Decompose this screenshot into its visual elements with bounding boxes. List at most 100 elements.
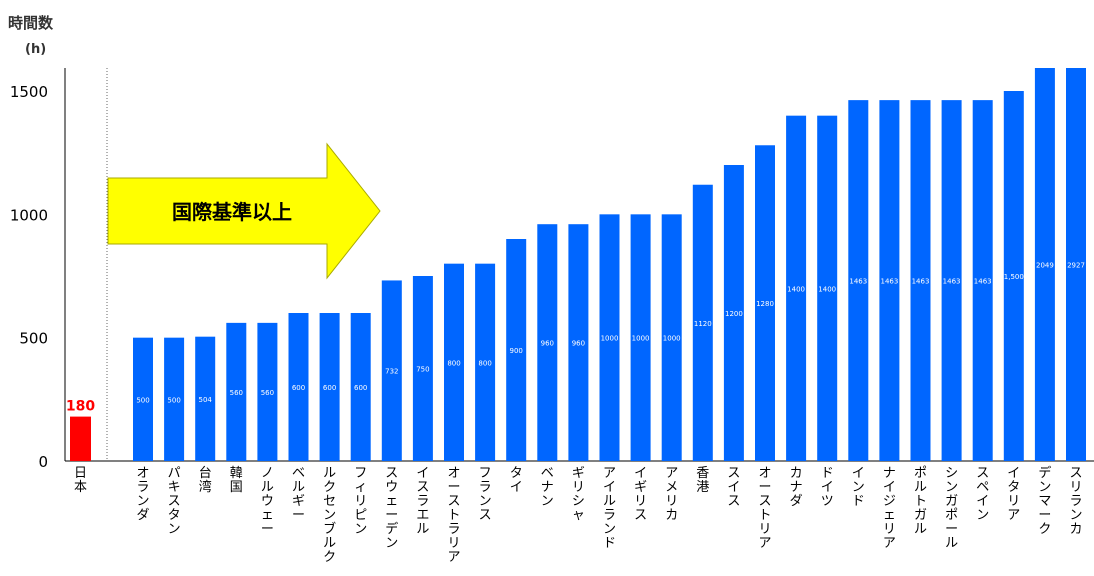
x-label: ポルトガル	[914, 466, 927, 537]
data-label: 1000	[632, 335, 650, 343]
y-axis-label: 時間数	[8, 14, 54, 32]
x-label: 台湾	[199, 466, 212, 495]
data-label: 1000	[663, 335, 681, 343]
bar	[133, 337, 153, 461]
x-label: ベルギー	[292, 466, 305, 523]
y-tick-label: 0	[38, 453, 48, 471]
bar	[599, 214, 620, 461]
x-label: 香港	[696, 466, 709, 495]
bar	[568, 224, 589, 461]
data-label: 600	[323, 384, 336, 392]
bar	[817, 115, 838, 462]
bar	[630, 214, 651, 461]
x-label: デンマーク	[1038, 465, 1051, 537]
bar	[164, 337, 185, 461]
data-label: 2927	[1067, 262, 1085, 270]
data-label: 800	[447, 359, 460, 367]
bar	[257, 322, 278, 461]
x-label: タイ	[510, 466, 523, 495]
x-label: スペイン	[976, 466, 989, 523]
bar	[723, 165, 744, 461]
data-label: 1400	[787, 285, 805, 293]
x-label: アメリカ	[665, 466, 678, 523]
x-label: 韓国	[230, 466, 243, 495]
x-label: ノルウェー	[261, 466, 274, 537]
data-label: 900	[510, 347, 523, 355]
data-label: 560	[261, 389, 274, 397]
bar-japan	[70, 416, 91, 461]
data-label: 600	[292, 384, 305, 392]
bar	[381, 280, 402, 461]
data-label: 600	[354, 384, 367, 392]
bar	[692, 184, 713, 461]
bar	[226, 322, 247, 461]
data-label: 504	[199, 396, 213, 404]
x-label: スイス	[727, 466, 740, 509]
arrow-label: 国際基準以上	[172, 200, 292, 224]
x-label: アイルランド	[603, 466, 616, 551]
x-label: オーストリア	[758, 466, 771, 551]
x-label: ベナン	[541, 466, 554, 509]
x-label: フランス	[479, 466, 492, 523]
data-label: 560	[230, 389, 243, 397]
x-label: ナイジェリア	[883, 466, 896, 551]
data-label: 1463	[880, 278, 898, 286]
bar	[786, 115, 807, 462]
bar	[444, 263, 464, 461]
bar	[879, 100, 900, 462]
data-label: 960	[541, 340, 554, 348]
x-label: シンガポール	[945, 466, 958, 551]
bars: 180 500 500 504 560 560 600 600 600 732 750 800 800 9…	[66, 68, 1086, 462]
bar	[941, 100, 962, 462]
x-label: イスラエル	[416, 466, 429, 537]
data-label: 1463	[849, 278, 867, 286]
bar	[350, 313, 371, 461]
data-label: 1463	[974, 278, 992, 286]
y-axis-unit: (h)	[25, 42, 46, 57]
bar	[972, 100, 993, 462]
bar	[1066, 68, 1086, 461]
x-label: スリランカ	[1069, 466, 1082, 537]
data-label: 1280	[756, 300, 774, 308]
data-label: 1463	[912, 278, 930, 286]
data-label: 1,500	[1004, 273, 1024, 281]
y-tick-label: 500	[19, 330, 48, 348]
data-label: 1000	[601, 335, 619, 343]
y-tick-label: 1000	[10, 206, 48, 224]
bar	[910, 100, 931, 462]
bar	[755, 145, 775, 461]
data-label: 2049	[1036, 262, 1054, 270]
bar	[412, 276, 433, 461]
data-label: 500	[167, 396, 180, 404]
x-label: オランダ	[136, 466, 149, 523]
data-label: 800	[478, 359, 491, 367]
x-label: パキスタン	[168, 466, 181, 537]
x-label: スウェーデン	[385, 466, 398, 551]
data-label: 732	[385, 368, 398, 376]
x-label: ドイツ	[821, 466, 834, 509]
x-label-japan: 日本	[74, 466, 87, 495]
x-label: イタリア	[1007, 466, 1020, 523]
bar	[1034, 68, 1055, 461]
data-label: 1400	[818, 285, 836, 293]
y-tick-label: 1500	[10, 83, 48, 101]
international-standard-arrow: 国際基準以上	[107, 142, 381, 280]
x-label: ルクセンブルク	[323, 466, 336, 565]
y-ticks: 0 500 1000 1500	[10, 83, 48, 471]
x-label: イギリス	[634, 466, 647, 523]
x-label: オーストラリア	[447, 466, 460, 565]
x-label: カナダ	[790, 466, 803, 509]
arrow-shape	[107, 142, 381, 280]
bar	[848, 100, 869, 462]
data-label-japan: 180	[66, 399, 95, 415]
data-label: 750	[416, 366, 429, 374]
bar	[195, 336, 216, 461]
bar	[1003, 91, 1024, 461]
bar	[319, 313, 340, 461]
x-label: ギリシャ	[572, 466, 585, 523]
data-label: 960	[572, 340, 585, 348]
data-label: 1120	[694, 320, 712, 328]
x-label: インド	[852, 466, 865, 509]
